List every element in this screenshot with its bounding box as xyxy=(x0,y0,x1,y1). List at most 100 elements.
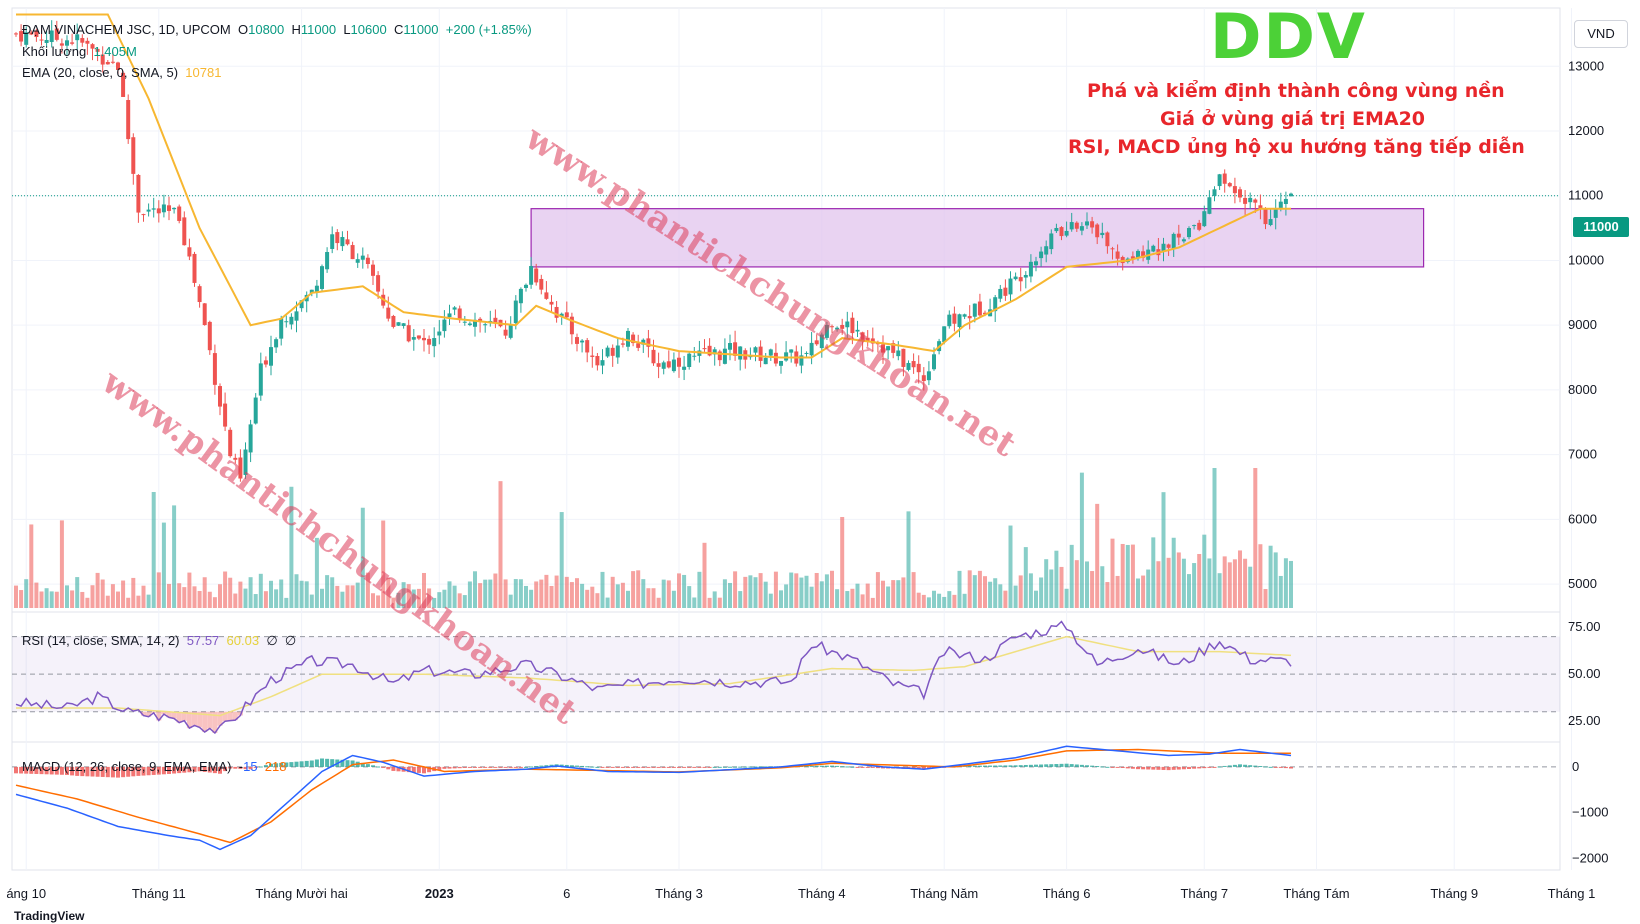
candle-body xyxy=(320,266,324,289)
volume-bar xyxy=(513,579,518,608)
macd-hist-bar xyxy=(1064,763,1069,767)
candle-body xyxy=(595,355,600,366)
volume-bar xyxy=(962,593,967,608)
time-tick-label: Tháng Tám xyxy=(1283,886,1349,901)
candle-body xyxy=(993,297,998,312)
macd-hist-bar xyxy=(263,765,268,767)
macd-hist-bar xyxy=(314,759,319,767)
volume-legend: Khối lượng 1.405M xyxy=(22,44,137,59)
candle-body xyxy=(248,424,253,453)
candle-body xyxy=(881,344,885,353)
volume-bar xyxy=(1156,561,1161,608)
macd-hist-bar xyxy=(116,766,120,778)
volume-bar xyxy=(763,581,768,608)
volume-bar xyxy=(1238,550,1242,608)
candle-body xyxy=(585,340,590,353)
candle-body xyxy=(1289,193,1293,197)
candle-body xyxy=(605,347,610,357)
macd-hist-bar xyxy=(462,766,467,768)
volume-bar xyxy=(1222,556,1227,608)
macd-hist-bar xyxy=(1130,766,1135,769)
volume-bar xyxy=(1283,558,1288,608)
volume-bar xyxy=(422,572,426,608)
note-line-2: Giá ở vùng giá trị EMA20 xyxy=(1160,108,1426,130)
volume-bar xyxy=(830,570,834,608)
candle-body xyxy=(442,319,447,332)
macd-hist-bar xyxy=(258,766,263,768)
candle-body xyxy=(279,318,284,339)
volume-bar xyxy=(891,580,896,608)
time-tick-label: Tháng 1 xyxy=(1548,886,1596,901)
candle-body xyxy=(289,316,294,325)
volume-bar xyxy=(1207,558,1212,608)
macd-hist-bar xyxy=(998,765,1003,767)
volume-bar xyxy=(794,573,799,608)
macd-hist-bar xyxy=(1074,764,1079,767)
volume-bar xyxy=(921,594,926,608)
macd-hist-bar xyxy=(967,765,972,767)
volume-bar xyxy=(1289,560,1293,608)
candle-body xyxy=(768,349,773,356)
volume-bar xyxy=(416,588,421,608)
rsi-tick-label: 50.00 xyxy=(1568,666,1601,681)
volume-bar xyxy=(136,595,141,608)
candle-body xyxy=(325,252,330,270)
volume-bar xyxy=(1125,544,1130,608)
candle-body xyxy=(921,375,926,382)
volume-bar xyxy=(1085,561,1089,608)
macd-hist-bar xyxy=(631,766,636,768)
volume-bar xyxy=(529,589,534,608)
macd-hist-bar xyxy=(875,766,880,769)
macd-hist-bar xyxy=(320,758,324,767)
candle-body xyxy=(651,349,656,364)
volume-bar xyxy=(1044,559,1049,608)
price-tick-label: 5000 xyxy=(1568,576,1597,591)
macd-hist-bar xyxy=(294,761,299,767)
volume-bar xyxy=(75,577,80,608)
volume-bar xyxy=(1146,569,1151,608)
candle-body xyxy=(345,239,350,245)
macd-hist-bar xyxy=(671,766,676,768)
candle-body xyxy=(396,322,401,326)
macd-hist-bar xyxy=(156,766,161,775)
volume-bar xyxy=(554,575,559,608)
candle-body xyxy=(559,313,564,317)
macd-hist-bar xyxy=(416,766,421,773)
volume-bar xyxy=(223,571,228,608)
volume-bar xyxy=(284,597,289,608)
macd-hist-bar xyxy=(1268,766,1273,768)
macd-hist-bar xyxy=(626,766,630,768)
macd-hist-bar xyxy=(1095,766,1100,768)
macd-hist-bar xyxy=(1054,764,1059,767)
currency-button[interactable]: VND xyxy=(1574,20,1628,48)
volume-bar xyxy=(320,588,324,608)
candle-body xyxy=(896,350,901,357)
macd-hist-bar xyxy=(748,766,753,768)
macd-hist-bar xyxy=(977,765,982,767)
volume-bar xyxy=(498,481,503,608)
macd-hist-bar xyxy=(447,766,452,769)
candle-body xyxy=(1273,207,1278,218)
macd-hist-bar xyxy=(575,765,579,767)
candle-body xyxy=(85,40,90,44)
candle-body xyxy=(1197,222,1202,230)
macd-tick-label: 0 xyxy=(1572,759,1579,774)
macd-hist-bar xyxy=(1289,766,1293,769)
macd-hist-bar xyxy=(85,766,90,777)
macd-hist-bar xyxy=(1156,766,1161,770)
candle-body xyxy=(646,338,651,347)
volume-bar xyxy=(442,589,447,608)
volume-bar xyxy=(131,577,136,608)
candle-body xyxy=(932,354,936,370)
volume-bar xyxy=(19,590,24,608)
candle-body xyxy=(666,361,671,368)
candle-body xyxy=(503,329,508,336)
candle-body xyxy=(886,346,891,351)
candle-body xyxy=(269,347,273,366)
candle-body xyxy=(29,32,34,35)
volume-bar xyxy=(182,587,187,608)
volume-bar xyxy=(503,579,508,608)
volume-bar xyxy=(870,597,875,608)
volume-bar xyxy=(799,577,804,608)
